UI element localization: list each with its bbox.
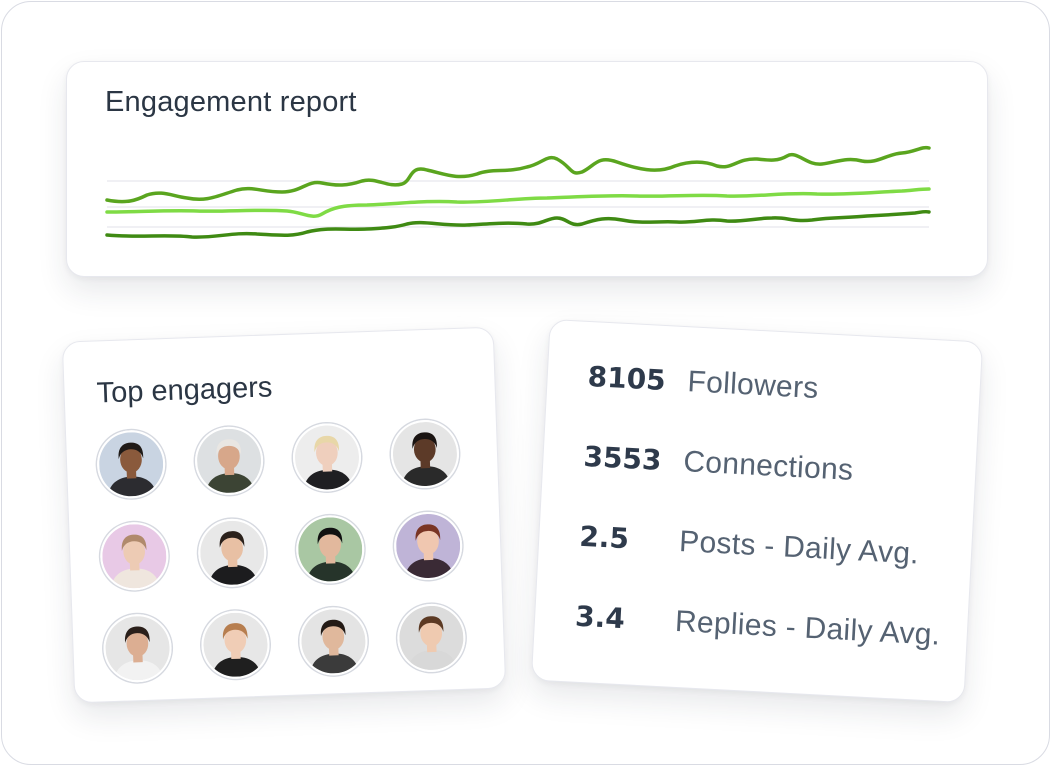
person-icon [391, 420, 459, 488]
engager-avatar[interactable] [193, 425, 265, 497]
person-icon [199, 519, 266, 586]
engager-avatar[interactable] [295, 514, 366, 585]
stat-value: 2.5 [578, 519, 630, 556]
engager-avatar[interactable] [393, 510, 464, 582]
stat-followers: 8105 Followers [586, 359, 820, 406]
engager-avatar[interactable] [389, 418, 461, 490]
person-icon [293, 424, 361, 491]
person-icon [297, 516, 364, 583]
stat-value: 8105 [586, 359, 667, 398]
person-icon [202, 611, 269, 678]
top-engagers-title: Top engagers [96, 371, 273, 410]
stat-label: Followers [686, 365, 820, 406]
stat-value: 3553 [582, 439, 663, 477]
engagement-chart [105, 145, 931, 239]
stat-label: Connections [682, 445, 855, 487]
engager-avatar[interactable] [99, 521, 170, 592]
engager-avatar[interactable] [200, 609, 271, 680]
stat-connections: 3553 Connections [583, 440, 854, 488]
chart-line-top [105, 145, 931, 204]
stat-replies-daily-avg: 3.4 Replies - Daily Avg. [574, 600, 941, 653]
person-icon [395, 512, 462, 580]
engager-avatar[interactable] [197, 517, 268, 588]
person-icon [101, 523, 168, 590]
engagement-report-card: Engagement report [66, 61, 988, 277]
engagers-grid [95, 418, 476, 684]
person-icon [104, 615, 171, 682]
engager-avatar[interactable] [95, 429, 167, 500]
chart-line-middle [105, 187, 931, 218]
stat-label: Posts - Daily Avg. [678, 524, 920, 571]
engager-avatar[interactable] [396, 602, 467, 674]
person-icon [98, 431, 165, 498]
engager-avatar[interactable] [102, 613, 173, 684]
stats-card: 8105 Followers 3553 Connections 2.5 Post… [530, 318, 984, 704]
person-icon [195, 427, 263, 494]
engager-avatar[interactable] [291, 422, 363, 493]
engager-avatar[interactable] [298, 606, 369, 677]
engagement-report-title: Engagement report [105, 86, 357, 118]
stat-label: Replies - Daily Avg. [674, 604, 942, 652]
stat-value: 3.4 [574, 599, 626, 636]
person-icon [300, 608, 367, 675]
top-engagers-card: Top engagers [61, 326, 507, 704]
chart-line-bottom [105, 209, 931, 239]
person-icon [398, 604, 465, 672]
stat-posts-daily-avg: 2.5 Posts - Daily Avg. [579, 520, 920, 572]
